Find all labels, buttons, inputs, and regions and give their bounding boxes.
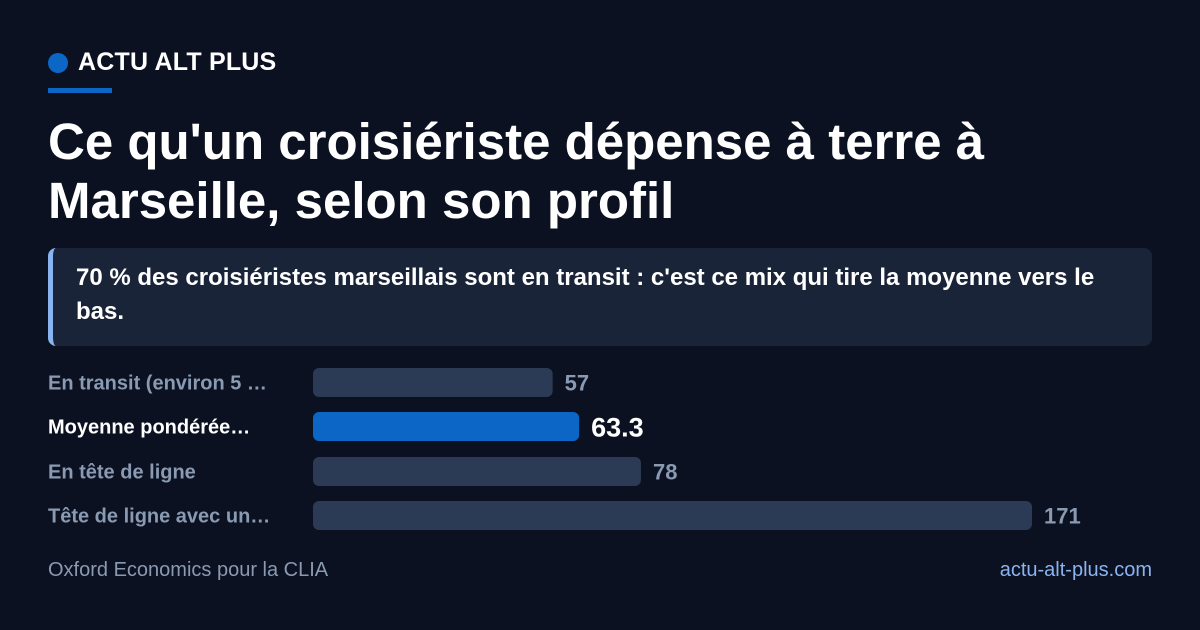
category-label: Tête de ligne avec un… [48, 506, 270, 528]
bar [313, 501, 1032, 530]
category-label: En tête de ligne [48, 462, 196, 484]
brand: ACTU ALT PLUS [48, 48, 276, 77]
page-title: Ce qu'un croisiériste dépense à terre à … [48, 113, 985, 229]
brand-name: ACTU ALT PLUS [78, 48, 277, 76]
value-label: 78 [653, 460, 677, 485]
brand-dot-icon [48, 52, 68, 73]
brand-underline [48, 88, 112, 93]
bar [313, 368, 553, 397]
value-label: 57 [565, 371, 589, 396]
site-link[interactable]: actu-alt-plus.com [999, 559, 1152, 581]
bar-highlighted [313, 412, 580, 441]
category-label: Moyenne pondérée… [48, 417, 250, 439]
callout-text: 70 % des croisiéristes marseillais sont … [76, 264, 1095, 325]
source-credit: Oxford Economics pour la CLIA [48, 559, 329, 581]
value-label: 171 [1044, 504, 1081, 529]
value-label: 63.3 [591, 413, 644, 443]
bar [313, 457, 641, 486]
callout-box: 70 % des croisiéristes marseillais sont … [48, 248, 1152, 346]
category-label: En transit (environ 5 … [48, 373, 267, 395]
